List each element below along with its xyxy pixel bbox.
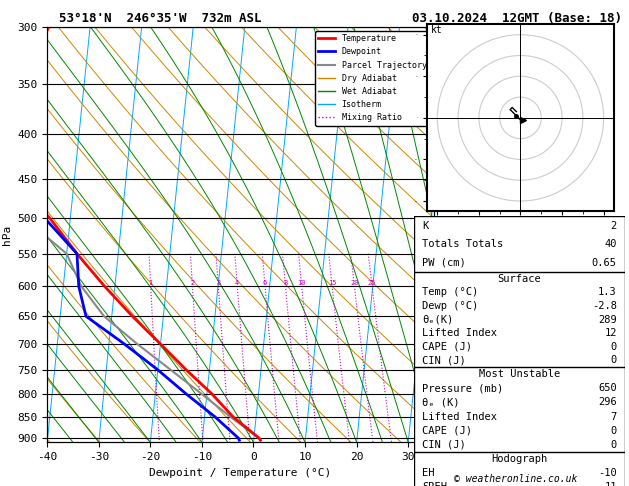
Text: Dewp (°C): Dewp (°C) [422, 301, 479, 311]
Text: Lifted Index: Lifted Index [422, 412, 498, 421]
Text: 1: 1 [148, 280, 153, 286]
Text: 289: 289 [598, 314, 617, 325]
Text: 11: 11 [604, 482, 617, 486]
Text: CIN (J): CIN (J) [422, 440, 466, 450]
Text: 20: 20 [350, 280, 359, 286]
Text: 8: 8 [283, 280, 287, 286]
Text: 15: 15 [328, 280, 337, 286]
Text: CIN (J): CIN (J) [422, 355, 466, 365]
Y-axis label: km
ASL: km ASL [451, 226, 472, 243]
Text: Pressure (mb): Pressure (mb) [422, 383, 504, 393]
Legend: Temperature, Dewpoint, Parcel Trajectory, Dry Adiabat, Wet Adiabat, Isotherm, Mi: Temperature, Dewpoint, Parcel Trajectory… [315, 31, 430, 125]
Text: kt: kt [431, 25, 443, 35]
Text: 3: 3 [216, 280, 220, 286]
Text: -10: -10 [598, 468, 617, 478]
Text: 6: 6 [263, 280, 267, 286]
Text: 7: 7 [611, 412, 617, 421]
Text: 0: 0 [611, 355, 617, 365]
Text: θₑ(K): θₑ(K) [422, 314, 454, 325]
Text: 0: 0 [611, 342, 617, 352]
Text: 03.10.2024  12GMT (Base: 18): 03.10.2024 12GMT (Base: 18) [412, 12, 622, 25]
Text: 10: 10 [298, 280, 306, 286]
Text: Most Unstable: Most Unstable [479, 369, 560, 379]
Text: 4: 4 [235, 280, 240, 286]
Text: 0.65: 0.65 [592, 258, 617, 268]
Y-axis label: hPa: hPa [2, 225, 12, 244]
Text: K: K [422, 221, 428, 230]
Text: Lifted Index: Lifted Index [422, 328, 498, 338]
Text: Surface: Surface [498, 274, 542, 284]
Text: CAPE (J): CAPE (J) [422, 342, 472, 352]
Text: 2: 2 [191, 280, 194, 286]
Text: 0: 0 [611, 440, 617, 450]
Text: 2: 2 [611, 221, 617, 230]
Text: 40: 40 [604, 239, 617, 249]
Text: © weatheronline.co.uk: © weatheronline.co.uk [454, 473, 577, 484]
Text: 296: 296 [598, 398, 617, 407]
Text: 25: 25 [368, 280, 376, 286]
Text: EH: EH [422, 468, 435, 478]
Text: Temp (°C): Temp (°C) [422, 287, 479, 297]
Text: SREH: SREH [422, 482, 447, 486]
Text: θₑ (K): θₑ (K) [422, 398, 460, 407]
Text: Totals Totals: Totals Totals [422, 239, 504, 249]
Text: 53°18'N  246°35'W  732m ASL: 53°18'N 246°35'W 732m ASL [59, 12, 262, 25]
Text: -2.8: -2.8 [592, 301, 617, 311]
X-axis label: Dewpoint / Temperature (°C): Dewpoint / Temperature (°C) [150, 468, 331, 478]
Text: 650: 650 [598, 383, 617, 393]
Text: 1.3: 1.3 [598, 287, 617, 297]
Text: Hodograph: Hodograph [491, 454, 548, 464]
Text: LCL: LCL [435, 421, 450, 430]
Text: PW (cm): PW (cm) [422, 258, 466, 268]
Text: CAPE (J): CAPE (J) [422, 426, 472, 436]
Text: 0: 0 [611, 426, 617, 436]
Text: 12: 12 [604, 328, 617, 338]
